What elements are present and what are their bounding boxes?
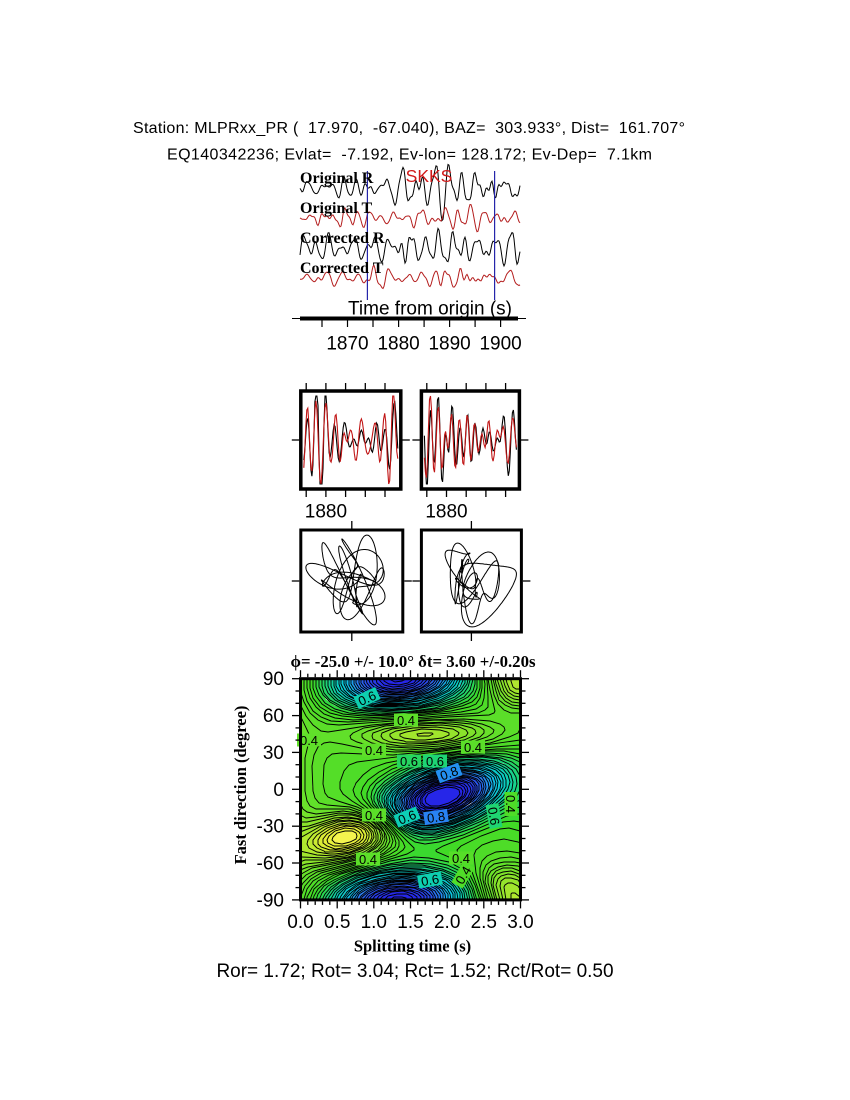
svg-text:1.0: 1.0	[361, 912, 387, 933]
svg-text:Fast direction (degree): Fast direction (degree)	[231, 706, 250, 865]
svg-text:0.6: 0.6	[400, 754, 418, 769]
svg-text:60: 60	[263, 706, 284, 727]
svg-text:0.4: 0.4	[397, 713, 415, 728]
svg-text:90: 90	[263, 669, 284, 690]
svg-text:Station: MLPRxx_PR ( 17.970,: Station: MLPRxx_PR ( 17.970, -67.040), B…	[133, 120, 685, 137]
svg-text:2.0: 2.0	[434, 912, 460, 933]
svg-text:1880: 1880	[425, 502, 467, 523]
svg-text:0: 0	[273, 780, 284, 801]
svg-text:Splitting time (s): Splitting time (s)	[354, 937, 471, 956]
svg-text:1880: 1880	[305, 502, 347, 523]
svg-text:0.4: 0.4	[300, 733, 318, 748]
svg-text:0.0: 0.0	[287, 912, 313, 933]
svg-text:0.5: 0.5	[324, 912, 350, 933]
svg-text:0.6: 0.6	[426, 754, 444, 769]
svg-text:3.0: 3.0	[507, 912, 533, 933]
svg-text:1890: 1890	[428, 334, 470, 355]
svg-text:Time from origin (s): Time from origin (s)	[348, 299, 512, 320]
svg-text:Ror= 1.72; Rot= 3.04; Rct= 1.5: Ror= 1.72; Rot= 3.04; Rct= 1.52; Rct/Rot…	[216, 961, 613, 982]
svg-text:Original R: Original R	[300, 170, 374, 187]
svg-text:0.4: 0.4	[503, 795, 518, 813]
svg-text:0.4: 0.4	[359, 852, 377, 867]
svg-text:30: 30	[263, 743, 284, 764]
svg-text:2.5: 2.5	[471, 912, 497, 933]
svg-text:0.4: 0.4	[365, 808, 383, 823]
svg-text:ϕ= -25.0 +/- 10.0° δt= 3.60 +/: ϕ= -25.0 +/- 10.0° δt= 3.60 +/-0.20s	[291, 652, 536, 671]
svg-text:0.8: 0.8	[426, 809, 446, 826]
svg-text:-30: -30	[257, 817, 284, 838]
svg-text:0.4: 0.4	[365, 743, 383, 758]
svg-text:1900: 1900	[479, 334, 521, 355]
svg-text:0.4: 0.4	[452, 851, 470, 866]
svg-text:1870: 1870	[326, 334, 368, 355]
svg-text:Corrected R: Corrected R	[300, 230, 385, 247]
svg-text:0.6: 0.6	[485, 806, 503, 826]
svg-text:1.5: 1.5	[397, 912, 423, 933]
svg-text:0.6: 0.6	[420, 871, 440, 889]
svg-text:0.6: 0.6	[396, 807, 418, 828]
svg-text:0.6: 0.6	[356, 688, 379, 709]
svg-text:-60: -60	[257, 854, 284, 875]
svg-text:1880: 1880	[377, 334, 419, 355]
svg-text:Original T: Original T	[300, 200, 372, 217]
svg-text:-90: -90	[257, 890, 284, 911]
svg-text:EQ140342236; Evlat= -7.192, E: EQ140342236; Evlat= -7.192, Ev-lon= 128.…	[167, 147, 652, 164]
svg-text:0.4: 0.4	[464, 740, 482, 755]
svg-text:SKKS: SKKS	[406, 166, 453, 186]
svg-text:0.8: 0.8	[438, 763, 460, 783]
svg-text:Corrected T: Corrected T	[300, 260, 384, 277]
